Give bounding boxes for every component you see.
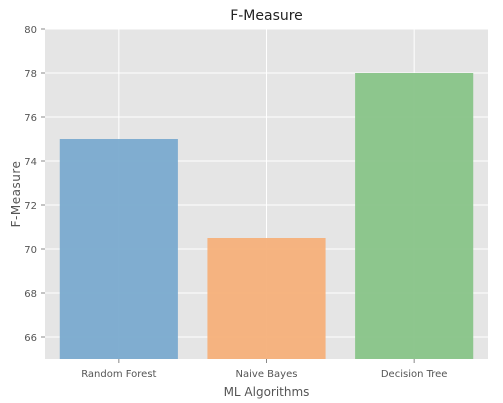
y-tick-labels: 66 68 70 72 74 76 78 80 [24,25,45,344]
y-tick-label: 76 [24,113,37,124]
bar-decision-tree [355,73,474,359]
chart-title: F-Measure [230,8,303,24]
x-tick-label: Random Forest [81,369,156,380]
bars [59,73,474,359]
y-axis-label: F-Measure [9,161,23,228]
y-tick-label: 66 [24,333,37,344]
x-axis-label: ML Algorithms [224,385,310,399]
y-tick-label: 74 [24,157,37,168]
x-tick-labels: Random Forest Naive Bayes Decision Tree [81,359,447,380]
y-tick-label: 80 [24,25,37,36]
bar-random-forest [59,139,178,359]
y-tick-label: 78 [24,69,37,80]
x-tick-label: Decision Tree [381,369,448,380]
bar-naive-bayes [207,238,326,359]
y-tick-label: 68 [24,289,37,300]
y-tick-label: 70 [24,245,37,256]
x-tick-label: Naive Bayes [236,369,298,380]
y-tick-label: 72 [24,201,37,212]
